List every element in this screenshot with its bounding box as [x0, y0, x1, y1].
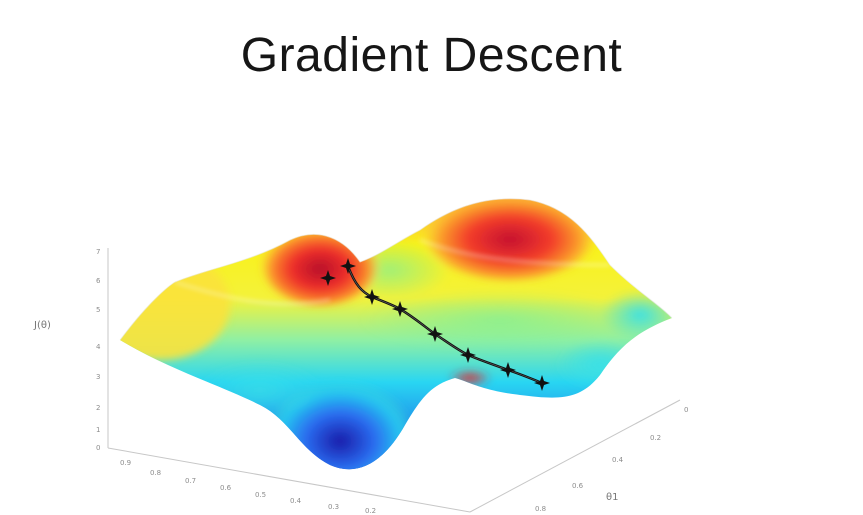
z-tick: 5	[96, 306, 100, 314]
theta1-tick: 0.2	[650, 434, 661, 442]
slide-title: Gradient Descent	[240, 29, 623, 82]
theta0-tick: 0.9	[120, 459, 131, 467]
axes: 7 6 5 4 3 2 1 0 J(θ) 0.9 0.8 0.7 0.6 0.5…	[33, 248, 688, 515]
theta1-axis-label: θ1	[606, 492, 618, 503]
descent-path	[320, 258, 550, 391]
z-tick: 7	[96, 248, 100, 256]
theta1-tick: 0.4	[612, 456, 624, 464]
z-tick: 4	[96, 343, 101, 351]
theta0-tick: 0.2	[365, 507, 376, 515]
z-tick: 2	[96, 404, 100, 412]
theta0-tick: 0.3	[328, 503, 339, 511]
theta0-tick: 0.6	[220, 484, 232, 492]
z-tick: 6	[96, 277, 101, 285]
z-tick: 0	[96, 444, 100, 452]
theta1-tick: 0	[684, 406, 688, 414]
z-axis-label: J(θ)	[33, 320, 51, 331]
theta0-tick: 0.8	[150, 469, 161, 477]
z-tick: 3	[96, 373, 100, 381]
path-marker	[460, 347, 476, 363]
path-marker	[392, 301, 408, 317]
path-marker	[320, 270, 336, 286]
path-marker	[340, 258, 356, 274]
path-marker	[534, 375, 550, 391]
theta1-tick: 0.8	[535, 505, 546, 513]
theta0-tick: 0.4	[290, 497, 302, 505]
z-tick: 1	[96, 426, 100, 434]
theta0-tick: 0.7	[185, 477, 196, 485]
surface-edge	[119, 198, 673, 341]
theta0-tick: 0.5	[255, 491, 266, 499]
theta1-tick: 0.6	[572, 482, 584, 490]
path-marker	[364, 289, 380, 305]
path-marker	[427, 326, 443, 342]
cost-surface	[120, 198, 672, 470]
path-marker	[500, 362, 516, 378]
